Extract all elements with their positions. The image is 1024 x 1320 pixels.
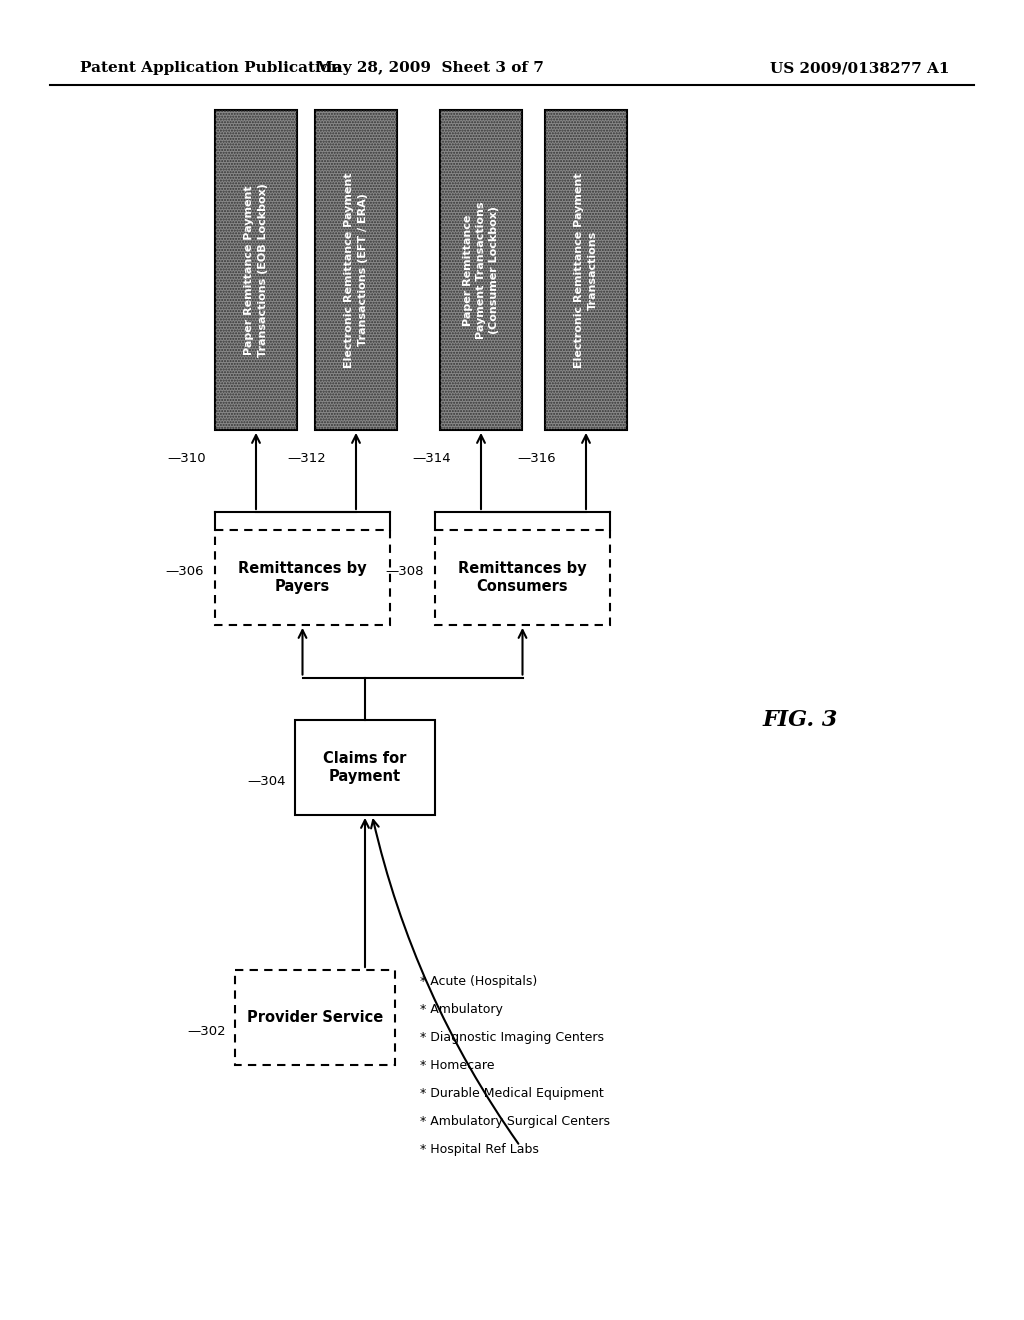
Bar [435,531,610,624]
Text: Paper Remittance Payment
Transactions (EOB Lockbox): Paper Remittance Payment Transactions (E… [245,183,267,356]
Text: * Hospital Ref Labs: * Hospital Ref Labs [420,1143,539,1156]
Text: * Homecare: * Homecare [420,1059,495,1072]
Bar [234,970,395,1065]
Text: —304: —304 [247,775,286,788]
Text: Claims for
Payment: Claims for Payment [324,751,407,784]
Text: * Ambulatory: * Ambulatory [420,1003,503,1016]
Bar [215,110,297,430]
Text: —314: —314 [412,451,451,465]
Text: Paper Remittance
Payment Transactions
(Consumer Lockbox): Paper Remittance Payment Transactions (C… [463,201,500,339]
Text: —308: —308 [385,565,424,578]
Bar [545,110,627,430]
Text: —312: —312 [287,451,326,465]
Text: —306: —306 [165,565,204,578]
Text: Remittances by
Payers: Remittances by Payers [239,561,367,594]
Bar [545,110,627,430]
Bar [215,110,297,430]
Text: Electronic Remittance Payment
Transactions (EFT / ERA): Electronic Remittance Payment Transactio… [344,172,368,368]
Text: * Diagnostic Imaging Centers: * Diagnostic Imaging Centers [420,1031,604,1044]
Text: * Acute (Hospitals): * Acute (Hospitals) [420,975,538,987]
Text: Electronic Remittance Payment
Transactions: Electronic Remittance Payment Transactio… [574,172,598,368]
Bar [215,531,390,624]
Text: Patent Application Publication: Patent Application Publication [80,61,342,75]
Text: —316: —316 [517,451,556,465]
Text: FIG. 3: FIG. 3 [762,709,838,731]
Bar [295,719,435,814]
Bar [440,110,522,430]
Text: —302: —302 [187,1026,225,1038]
Text: US 2009/0138277 A1: US 2009/0138277 A1 [770,61,950,75]
Text: Provider Service: Provider Service [247,1010,383,1026]
Bar [315,110,397,430]
Text: —310: —310 [167,451,206,465]
Text: Remittances by
Consumers: Remittances by Consumers [458,561,587,594]
Text: * Durable Medical Equipment: * Durable Medical Equipment [420,1086,604,1100]
Text: * Ambulatory Surgical Centers: * Ambulatory Surgical Centers [420,1115,610,1129]
Bar [440,110,522,430]
Text: May 28, 2009  Sheet 3 of 7: May 28, 2009 Sheet 3 of 7 [316,61,544,75]
Bar [315,110,397,430]
